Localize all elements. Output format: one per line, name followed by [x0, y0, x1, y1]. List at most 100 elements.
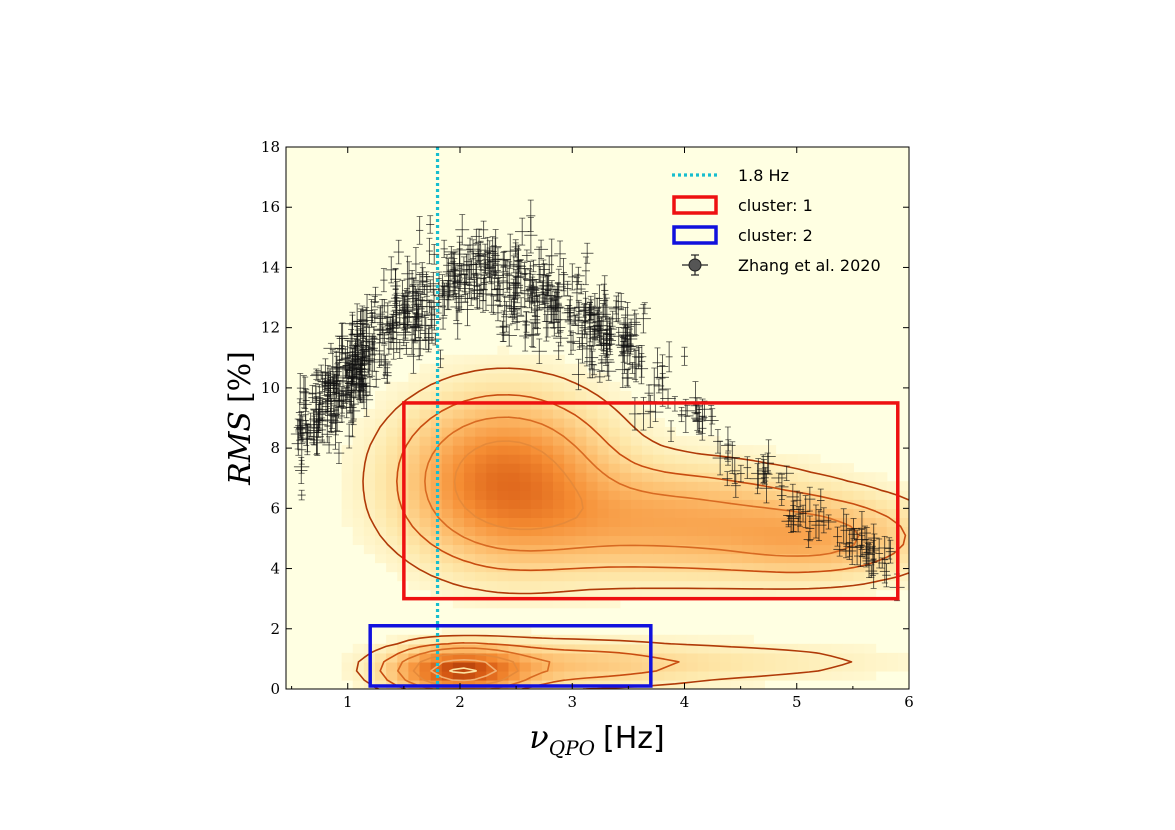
- density-cell: [708, 526, 721, 537]
- density-cell: [742, 445, 754, 455]
- density-cell: [886, 580, 899, 591]
- density-cell: [541, 490, 554, 500]
- density-cell: [508, 445, 521, 455]
- density-cell: [653, 463, 665, 473]
- density-cell: [886, 499, 899, 509]
- density-cell: [842, 652, 854, 663]
- density-cell: [452, 408, 465, 419]
- density-cell: [797, 571, 810, 582]
- density-cell: [586, 408, 599, 419]
- density-cell: [630, 472, 643, 482]
- density-cell: [497, 652, 510, 663]
- density-cell: [608, 408, 621, 419]
- density-cell: [541, 508, 554, 518]
- density-cell: [653, 643, 665, 654]
- density-cell: [708, 679, 721, 689]
- density-cell: [475, 508, 487, 518]
- observation-point: [544, 255, 554, 274]
- density-cell: [530, 481, 543, 491]
- density-cell: [853, 553, 866, 564]
- density-cell: [653, 445, 665, 455]
- density-cell: [664, 544, 676, 555]
- density-cell: [675, 463, 688, 473]
- density-cell: [775, 589, 788, 600]
- density-cell: [575, 670, 587, 681]
- density-cell: [742, 481, 754, 491]
- density-cell: [697, 562, 710, 573]
- density-cell: [508, 634, 521, 645]
- density-cell: [553, 508, 565, 518]
- density-cell: [853, 526, 866, 537]
- density-cell: [486, 571, 498, 582]
- observation-point: [776, 485, 787, 506]
- density-cell: [541, 517, 554, 527]
- density-cell: [475, 553, 487, 564]
- density-cell: [775, 562, 788, 573]
- observation-point: [804, 486, 816, 512]
- density-cell: [441, 526, 454, 537]
- density-cell: [408, 535, 421, 546]
- density-cell: [553, 399, 565, 410]
- density-cell: [864, 571, 877, 582]
- density-cell: [897, 490, 909, 500]
- density-cell: [786, 571, 799, 582]
- density-cell: [519, 643, 532, 654]
- density-cell: [742, 490, 754, 500]
- density-cell: [508, 408, 521, 419]
- density-cell: [419, 544, 432, 555]
- observation-point: [333, 442, 345, 464]
- density-cell: [497, 562, 510, 573]
- density-cell: [486, 544, 498, 555]
- density-cell: [575, 661, 587, 672]
- density-cell: [530, 571, 543, 582]
- density-cell: [731, 517, 743, 527]
- density-cell: [886, 562, 899, 573]
- density-cell: [608, 652, 621, 663]
- density-cell: [630, 571, 643, 582]
- density-cell: [675, 571, 688, 582]
- density-cell: [753, 526, 765, 537]
- density-cell: [508, 481, 521, 491]
- observation-point: [665, 341, 673, 373]
- density-cell: [864, 652, 877, 663]
- density-cell: [586, 535, 599, 546]
- density-cell: [363, 445, 376, 455]
- density-cell: [441, 589, 454, 600]
- density-cell: [608, 472, 621, 482]
- observation-point: [597, 355, 606, 372]
- observation-point: [563, 299, 576, 318]
- density-cell: [875, 571, 888, 582]
- density-cell: [686, 508, 699, 518]
- density-cell: [775, 652, 788, 663]
- density-cell: [341, 445, 354, 455]
- density-cell: [675, 499, 688, 509]
- density-cell: [619, 427, 632, 437]
- density-cell: [653, 454, 665, 464]
- density-cell: [697, 652, 710, 663]
- density-cell: [419, 381, 432, 392]
- observation-point: [380, 268, 388, 293]
- density-cell: [519, 544, 532, 555]
- density-cell: [419, 535, 432, 546]
- density-cell: [619, 526, 632, 537]
- density-cell: [719, 580, 732, 591]
- density-cell: [397, 652, 409, 663]
- density-cell: [541, 463, 554, 473]
- density-cell: [519, 381, 532, 392]
- density-cell: [619, 445, 632, 455]
- observation-point: [348, 314, 357, 336]
- density-cell: [553, 589, 565, 600]
- density-cell: [408, 652, 421, 663]
- density-cell: [508, 661, 521, 672]
- density-cell: [808, 661, 821, 672]
- density-cell: [597, 472, 610, 482]
- density-cell: [597, 490, 610, 500]
- density-cell: [664, 643, 676, 654]
- density-cell: [486, 381, 498, 392]
- observation-point: [301, 425, 317, 440]
- density-cell: [742, 454, 754, 464]
- density-cell: [719, 490, 732, 500]
- density-cell: [541, 427, 554, 437]
- observation-point: [558, 258, 569, 292]
- density-cell: [541, 454, 554, 464]
